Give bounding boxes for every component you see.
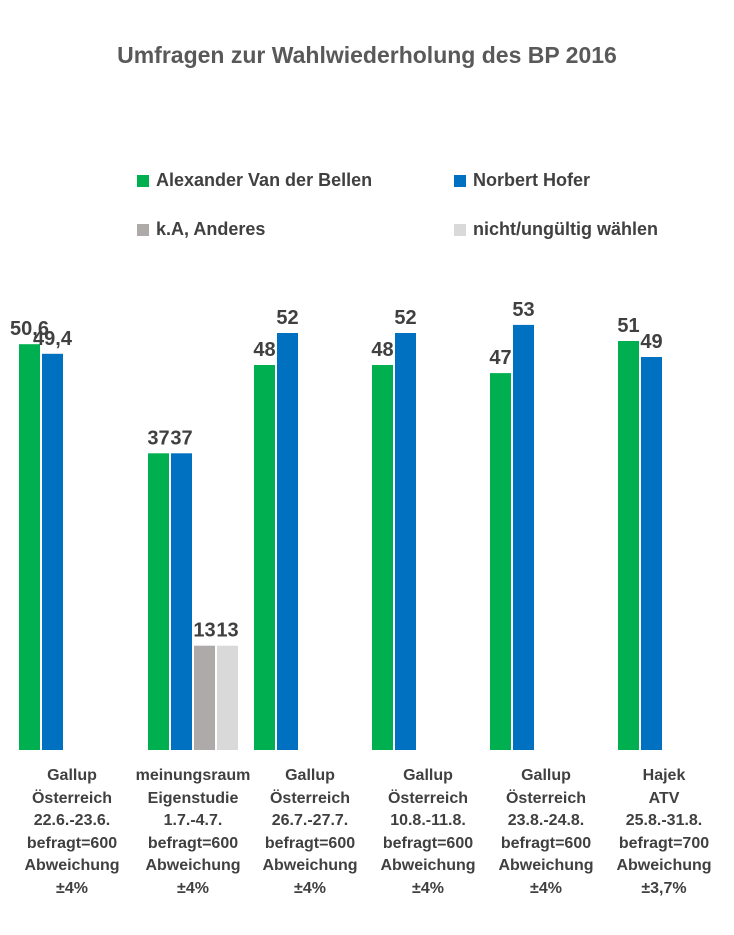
- category-label-5: Gallup Österreich 23.8.-24.8. befragt=600 Ab…: [486, 765, 606, 901]
- category-label-line: ±4%: [177, 879, 209, 897]
- bar-4-series-2: [395, 333, 416, 750]
- legend-item-2: Norbert Hofer: [454, 170, 590, 191]
- data-label-3-series-1: 48: [253, 339, 275, 361]
- data-label-2-series-1: 37: [147, 427, 169, 449]
- category-label-line: befragt=700: [618, 834, 710, 852]
- category-label-line: Eigenstudie: [147, 789, 239, 807]
- data-label-1-series-2: 49,4: [33, 328, 73, 350]
- category-label-line: Abweichung: [616, 857, 712, 875]
- category-label-4: Gallup Österreich 10.8.-11.8. befragt=600 Ab…: [368, 765, 488, 901]
- bar-4-series-1: [372, 365, 393, 750]
- category-label-line: Österreich: [505, 789, 587, 807]
- category-label-line: befragt=600: [382, 834, 474, 852]
- category-label-3: Gallup Österreich 26.7.-27.7. befragt=600 Ab…: [250, 765, 370, 901]
- category-label-line: Abweichung: [380, 857, 476, 875]
- bar-3-series-2: [277, 333, 298, 750]
- legend-label: Alexander Van der Bellen: [156, 170, 373, 190]
- data-label-6-series-2: 49: [640, 331, 662, 353]
- category-label-2: meinungsraum Eigenstudie 1.7.-4.7. befragt=…: [133, 765, 253, 901]
- bar-2-series-1: [148, 453, 169, 750]
- data-label-2-series-4: 13: [216, 620, 238, 642]
- bar-2-series-3: [194, 645, 215, 750]
- category-label-line: befragt=600: [264, 834, 356, 852]
- legend-swatch: [137, 223, 149, 236]
- bar-6-series-2: [641, 357, 662, 750]
- legend-swatch: [454, 174, 466, 187]
- category-label-line: 1.7.-4.7.: [163, 812, 223, 830]
- legend-item-1: Alexander Van der Bellen: [137, 170, 372, 191]
- category-label-line: 26.7.-27.7.: [271, 812, 349, 830]
- data-label-1-series-1: 50,6: [10, 318, 49, 340]
- legend-label: Norbert Hofer: [473, 170, 591, 190]
- category-label-line: ±4%: [530, 879, 562, 897]
- data-label-5-series-2: 53: [512, 299, 534, 321]
- category-label-line: Gallup: [47, 767, 97, 784]
- category-label-line: ATV: [648, 789, 680, 807]
- category-label-line: 22.6.-23.6.: [33, 812, 111, 830]
- legend-item-3: k.A, Anderes: [137, 219, 265, 240]
- category-label-line: Österreich: [387, 789, 469, 807]
- bar-5-series-2: [513, 324, 534, 750]
- category-label-line: 25.8.-31.8.: [625, 812, 703, 830]
- bar-2-series-2: [171, 453, 192, 750]
- category-label-line: ±4%: [294, 879, 326, 897]
- data-label-6-series-1: 51: [617, 315, 639, 337]
- legend-label: nicht/ungültig wählen: [473, 219, 658, 239]
- category-label-line: ±3,7%: [641, 879, 687, 897]
- category-label-line: meinungsraum: [135, 767, 251, 784]
- category-label-line: Österreich: [31, 789, 113, 807]
- category-label-line: Hajek: [642, 767, 686, 784]
- legend-swatch: [454, 223, 466, 236]
- bar-1-series-2: [42, 353, 63, 750]
- data-label-2-series-3: 13: [193, 620, 215, 642]
- category-label-line: 10.8.-11.8.: [390, 812, 466, 830]
- category-label-line: befragt=600: [500, 834, 592, 852]
- data-label-4-series-2: 52: [394, 307, 416, 329]
- category-label-line: Gallup: [285, 767, 335, 784]
- category-label-line: 23.8.-24.8.: [507, 812, 585, 830]
- category-label-line: ±4%: [56, 879, 88, 897]
- data-label-4-series-1: 48: [371, 339, 393, 361]
- category-label-line: befragt=600: [147, 834, 239, 852]
- category-label-line: Abweichung: [145, 857, 241, 875]
- chart-title: Umfragen zur Wahlwiederholung des BP 201…: [117, 42, 617, 68]
- bar-5-series-1: [490, 373, 511, 750]
- legend-label: k.A, Anderes: [156, 219, 266, 239]
- category-label-line: Österreich: [269, 789, 351, 807]
- bar-1-series-1: [19, 344, 40, 750]
- category-label-line: Gallup: [403, 767, 453, 784]
- bar-2-series-4: [217, 645, 238, 750]
- category-label-1: Gallup Österreich 22.6.-23.6. befragt=600 Ab…: [12, 765, 132, 901]
- legend-swatch: [137, 174, 149, 187]
- bar-6-series-1: [618, 341, 639, 750]
- legend-item-4: nicht/ungültig wählen: [454, 219, 658, 240]
- data-label-3-series-2: 52: [276, 307, 298, 329]
- category-label-line: Gallup: [521, 767, 571, 784]
- bar-3-series-1: [254, 365, 275, 750]
- data-label-5-series-1: 47: [489, 347, 511, 369]
- category-label-line: ±4%: [412, 879, 444, 897]
- category-label-line: Abweichung: [262, 857, 358, 875]
- category-label-line: Abweichung: [498, 857, 594, 875]
- data-label-2-series-2: 37: [170, 427, 192, 449]
- category-label-line: befragt=600: [26, 834, 118, 852]
- category-label-line: Abweichung: [24, 857, 120, 875]
- category-label-6: Hajek ATV 25.8.-31.8. befragt=700 Abweichung…: [604, 765, 724, 901]
